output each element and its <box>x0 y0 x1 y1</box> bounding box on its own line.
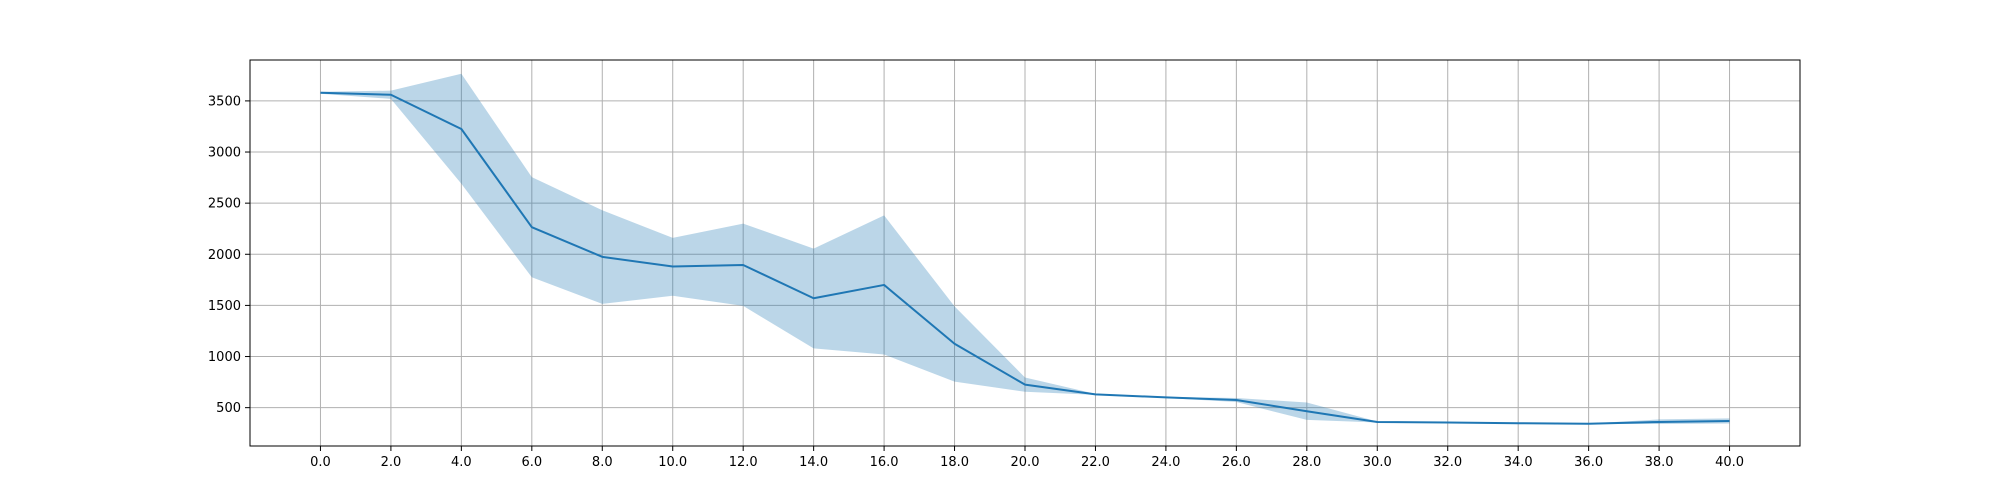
grid-lines <box>250 60 1800 446</box>
x-axis-ticks: 0.0 2.0 4.0 6.0 8.0 10.0 12.0 14.0 16.0 18.0 20.0 2… <box>310 446 1744 470</box>
data-point <box>953 342 956 345</box>
x-tick-label: 6.0 <box>521 455 542 470</box>
x-tick-label: 20.0 <box>1011 455 1040 470</box>
data-point <box>812 297 815 300</box>
data-point <box>1376 420 1379 423</box>
y-axis-ticks: 500 1000 1500 2000 2500 3000 3500 <box>208 94 250 416</box>
data-point <box>319 91 322 94</box>
y-tick-label: 3500 <box>208 94 241 109</box>
data-point <box>1728 419 1731 422</box>
data-point <box>742 264 745 267</box>
series-lines <box>319 91 1731 425</box>
x-tick-label: 26.0 <box>1222 455 1251 470</box>
y-tick-label: 2000 <box>208 248 241 263</box>
y-tick-label: 3000 <box>208 146 241 161</box>
x-tick-label: 4.0 <box>451 455 472 470</box>
x-tick-label: 16.0 <box>870 455 899 470</box>
x-tick-label: 0.0 <box>310 455 331 470</box>
confidence-band <box>320 73 1730 425</box>
x-tick-label: 36.0 <box>1574 455 1603 470</box>
x-tick-label: 14.0 <box>799 455 828 470</box>
x-tick-label: 28.0 <box>1292 455 1321 470</box>
data-point <box>460 128 463 131</box>
x-tick-label: 2.0 <box>381 455 402 470</box>
data-point <box>1235 398 1238 401</box>
x-tick-label: 10.0 <box>658 455 687 470</box>
y-tick-label: 1000 <box>208 350 241 365</box>
x-tick-label: 32.0 <box>1433 455 1462 470</box>
data-point <box>389 93 392 96</box>
y-tick-label: 1500 <box>208 299 241 314</box>
data-point <box>601 255 604 258</box>
data-point <box>530 226 533 229</box>
x-tick-label: 38.0 <box>1645 455 1674 470</box>
data-point <box>1164 396 1167 399</box>
data-point <box>1305 410 1308 413</box>
data-point <box>1446 421 1449 424</box>
data-point <box>1517 422 1520 425</box>
data-point <box>1587 422 1590 425</box>
y-tick-label: 2500 <box>208 197 241 212</box>
series-line <box>320 91 1730 425</box>
data-point <box>671 265 674 268</box>
x-tick-label: 18.0 <box>940 455 969 470</box>
data-point <box>1024 383 1027 386</box>
x-tick-label: 8.0 <box>592 455 613 470</box>
confidence-bands <box>320 73 1730 425</box>
data-point <box>883 283 886 286</box>
x-tick-label: 12.0 <box>729 455 758 470</box>
x-tick-label: 40.0 <box>1715 455 1744 470</box>
x-tick-label: 24.0 <box>1151 455 1180 470</box>
data-point <box>1658 420 1661 423</box>
y-tick-label: 500 <box>216 401 241 416</box>
x-tick-label: 22.0 <box>1081 455 1110 470</box>
x-tick-label: 30.0 <box>1363 455 1392 470</box>
x-tick-label: 34.0 <box>1504 455 1533 470</box>
data-point <box>1094 393 1097 396</box>
